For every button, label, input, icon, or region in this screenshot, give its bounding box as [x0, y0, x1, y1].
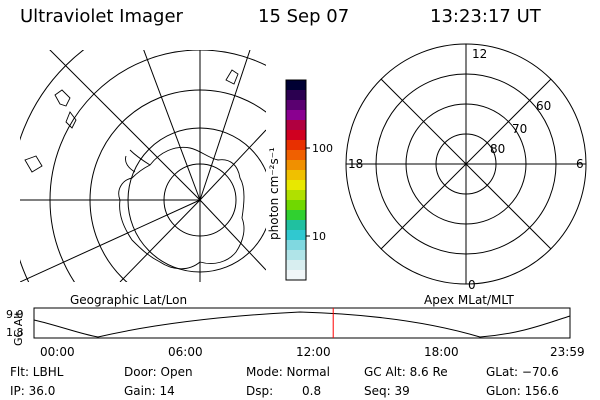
- polar-plot: [345, 43, 587, 285]
- altitude-xtick-1: 06:00: [168, 345, 203, 359]
- colorbar-segment: [286, 80, 306, 91]
- polar-plot-label: Apex MLat/MLT: [424, 293, 514, 307]
- south-america-tip: [225, 69, 239, 85]
- colorbar-segment: [286, 200, 306, 211]
- info-ip: IP: 36.0: [10, 384, 55, 398]
- colorbar-segment: [286, 210, 306, 221]
- altitude-xtick-3: 18:00: [424, 345, 459, 359]
- altitude-ytick-9: 9.0: [6, 308, 24, 321]
- altitude-plot-frame: [33, 307, 571, 339]
- info-dsp-value: 0.8: [302, 384, 321, 398]
- observation-date: 15 Sep 07: [258, 6, 350, 27]
- colorbar-segment: [286, 150, 306, 161]
- info-dsp-label: Dsp:: [246, 384, 273, 398]
- colorbar-tick-10: 10: [312, 230, 326, 243]
- colorbar-segment: [286, 130, 306, 141]
- altitude-ytick-1.8: 1.8: [6, 326, 24, 339]
- colorbar-segment: [286, 90, 306, 101]
- info-gc-alt: GC Alt: 8.6 Re: [364, 365, 448, 379]
- mlt-label-0: 0: [468, 278, 476, 292]
- colorbar-segment: [286, 180, 306, 191]
- instrument-title: Ultraviolet Imager: [20, 6, 183, 27]
- altitude-xtick-2: 12:00: [296, 345, 331, 359]
- observation-time: 13:23:17 UT: [430, 6, 541, 27]
- info-seq: Seq: 39: [364, 384, 410, 398]
- geographic-map: [20, 50, 266, 282]
- mlt-label-12: 12: [472, 47, 487, 61]
- mlat-label-70: 70: [512, 122, 527, 136]
- mlat-label-60: 60: [536, 99, 551, 113]
- colorbar-segment: [286, 170, 306, 181]
- colorbar-segment: [286, 110, 306, 121]
- island-fragment: [24, 155, 43, 173]
- mlat-label-80: 80: [490, 142, 505, 156]
- info-door: Door: Open: [124, 365, 193, 379]
- colorbar-segment: [286, 140, 306, 151]
- altitude-curve: [33, 311, 571, 338]
- colorbar-segment: [286, 100, 306, 111]
- altitude-xtick-0: 00:00: [40, 345, 75, 359]
- info-mode: Mode: Normal: [246, 365, 330, 379]
- new-zealand-coast: [54, 89, 77, 129]
- altitude-ylabel: GC Alt: [12, 311, 25, 346]
- altitude-xtick-4: 23:59: [550, 345, 585, 359]
- info-glat: GLat: −70.6: [486, 365, 559, 379]
- colorbar-tick-100: 100: [312, 142, 333, 155]
- colorbar-segment: [286, 220, 306, 231]
- geo-map-label: Geographic Lat/Lon: [70, 293, 187, 307]
- colorbar-segment: [286, 260, 306, 271]
- colorbar-frame: [285, 79, 307, 281]
- colorbar: [286, 80, 306, 281]
- mlt-label-6: 6: [576, 157, 584, 171]
- antarctica-coastline: [118, 146, 245, 270]
- mlt-label-18: 18: [348, 157, 363, 171]
- antarctic-peninsula: [125, 149, 151, 173]
- colorbar-segment: [286, 270, 306, 281]
- colorbar-segment: [286, 230, 306, 241]
- colorbar-segment: [286, 120, 306, 131]
- info-glon: GLon: 156.6: [486, 384, 559, 398]
- colorbar-segment: [286, 190, 306, 201]
- info-gain: Gain: 14: [124, 384, 175, 398]
- info-filter: Flt: LBHL: [10, 365, 64, 379]
- colorbar-segment: [286, 250, 306, 261]
- colorbar-segment: [286, 160, 306, 171]
- colorbar-segment: [286, 240, 306, 251]
- colorbar-label: photon cm⁻²s⁻¹: [267, 147, 281, 240]
